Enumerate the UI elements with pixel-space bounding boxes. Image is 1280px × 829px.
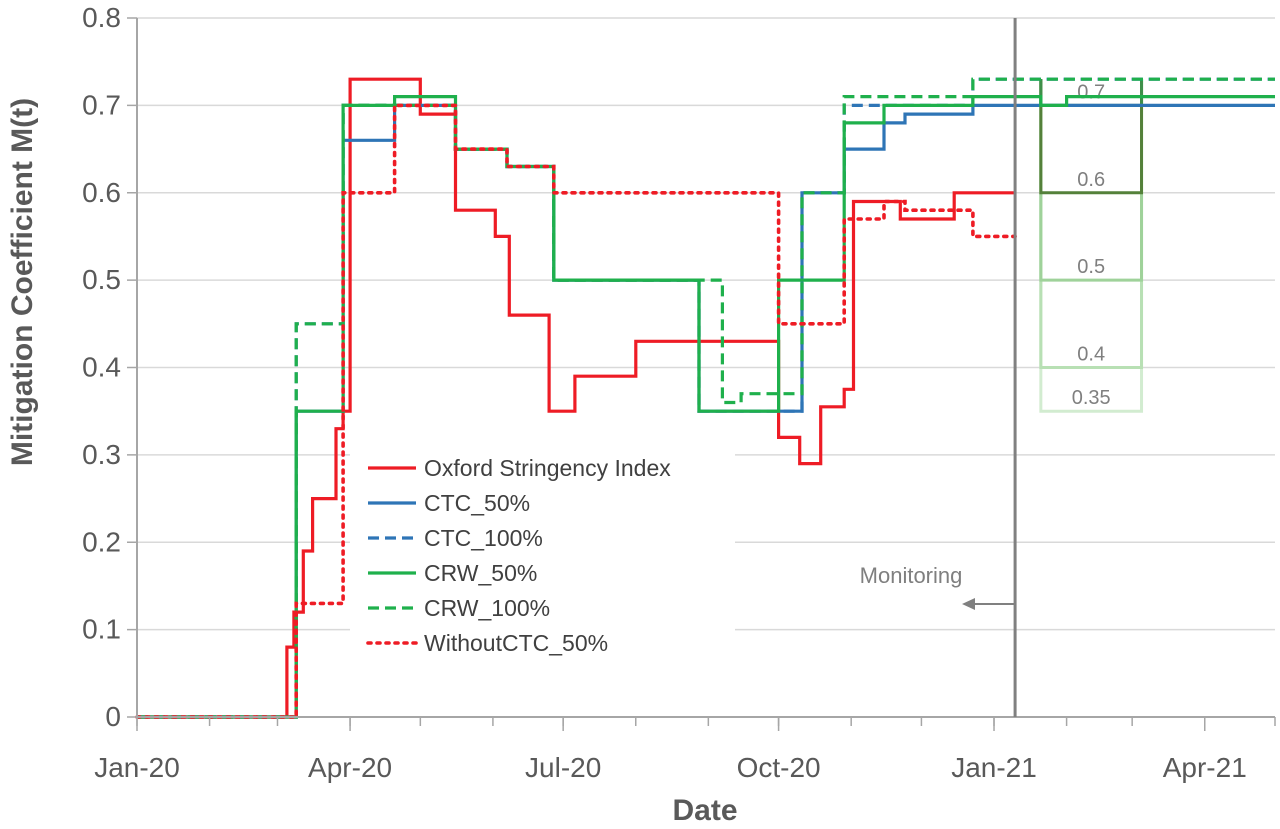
scenario-label: 0.5 — [1077, 256, 1105, 278]
scenario-levels: 0.35 0.4 0.5 0.6 0.7 — [1039, 79, 1144, 413]
legend: Oxford Stringency Index CTC_50% CTC_100% CR… — [350, 445, 735, 670]
x-tick-label: Oct-20 — [737, 752, 821, 783]
legend-label: CRW_100% — [424, 595, 550, 621]
monitoring-marker: Monitoring — [860, 18, 1017, 717]
scenario-label: 0.6 — [1077, 169, 1105, 191]
x-tick-label: Jan-20 — [94, 752, 180, 783]
monitoring-arrowhead — [962, 598, 975, 610]
y-tick-label: 0.7 — [82, 89, 121, 120]
legend-label: CTC_100% — [424, 525, 543, 551]
scenario-line — [1039, 79, 1144, 195]
y-tick-label: 0.8 — [82, 2, 121, 33]
axes: 0 0.1 0.2 0.3 0.4 0.5 0.6 0.7 0.8 Jan-20 Apr-20 Jul… — [82, 2, 1276, 783]
series-line — [137, 77, 1275, 719]
y-tick-label: 0.6 — [82, 177, 121, 208]
y-tick-label: 0.4 — [82, 352, 121, 383]
y-axis-title: Mitigation Coefficient M(t) — [6, 98, 39, 466]
y-tick-label: 0.2 — [82, 526, 121, 557]
series-line — [137, 77, 1016, 719]
y-tick-label: 0.5 — [82, 264, 121, 295]
y-tick-label: 0.3 — [82, 439, 121, 470]
legend-label: WithoutCTC_50% — [424, 630, 608, 656]
legend-label: Oxford Stringency Index — [424, 455, 671, 481]
x-tick-label: Jan-21 — [951, 752, 1037, 783]
scenario-label: 0.35 — [1072, 387, 1111, 409]
series-line — [135, 103, 1017, 719]
y-tick-label: 0.1 — [82, 614, 121, 645]
y-tick-label: 0 — [105, 701, 121, 732]
scenario-label: 0.7 — [1077, 81, 1105, 103]
x-tick-label: Apr-20 — [308, 752, 392, 783]
legend-box — [350, 445, 735, 670]
x-axis-title: Date — [672, 794, 737, 827]
legend-label: CRW_50% — [424, 560, 537, 586]
series-lines — [135, 77, 1275, 719]
legend-label: CTC_50% — [424, 490, 530, 516]
axis-titles: Date Mitigation Coefficient M(t) — [6, 98, 738, 827]
monitoring-label: Monitoring — [860, 563, 963, 588]
x-tick-label: Jul-20 — [525, 752, 601, 783]
x-tick-label: Apr-21 — [1163, 752, 1247, 783]
scenario-label: 0.4 — [1077, 344, 1105, 366]
